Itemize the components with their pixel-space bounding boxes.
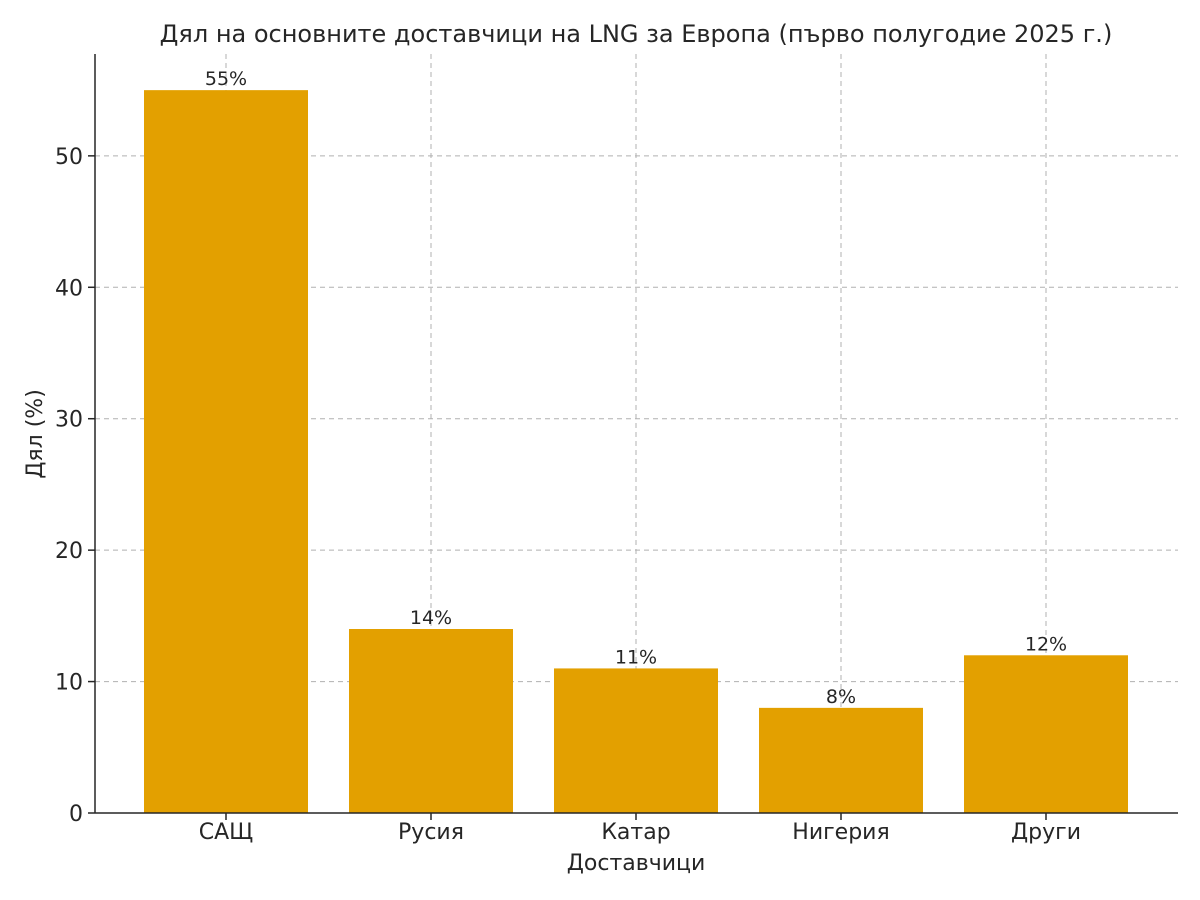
bar-value-label: 55% bbox=[205, 68, 247, 90]
bar bbox=[349, 629, 513, 813]
x-tick-label: Нигерия bbox=[792, 820, 889, 845]
x-tick-label: Катар bbox=[601, 820, 670, 845]
y-axis-label: Дял (%) bbox=[23, 389, 48, 479]
chart-title: Дял на основните доставчици на LNG за Ев… bbox=[160, 20, 1113, 48]
x-tick-label: Русия bbox=[398, 820, 464, 845]
y-tick-label: 50 bbox=[55, 145, 83, 170]
y-tick-label: 0 bbox=[69, 802, 83, 827]
x-axis-label: Доставчици bbox=[567, 851, 706, 876]
bar bbox=[759, 707, 923, 813]
bar-value-label: 12% bbox=[1025, 633, 1067, 655]
x-tick-label: Други bbox=[1011, 820, 1081, 845]
data-labels-group: 55% 14% 11% 8% 12% bbox=[205, 68, 1067, 708]
y-tick-label: 10 bbox=[55, 671, 83, 696]
bar bbox=[964, 655, 1128, 813]
axes-group: 0 10 20 30 40 50 САЩ Русия Катар Нигерия Други bbox=[55, 54, 1178, 845]
y-tick-label: 40 bbox=[55, 276, 83, 301]
y-tick-label: 30 bbox=[55, 408, 83, 433]
bars-group bbox=[144, 90, 1128, 813]
y-tick-label: 20 bbox=[55, 539, 83, 564]
x-tick-label: САЩ bbox=[199, 820, 253, 845]
bar-value-label: 11% bbox=[615, 646, 657, 668]
bar bbox=[144, 90, 308, 813]
bar bbox=[554, 668, 718, 813]
bar-value-label: 8% bbox=[826, 686, 856, 708]
bar-value-label: 14% bbox=[410, 607, 452, 629]
